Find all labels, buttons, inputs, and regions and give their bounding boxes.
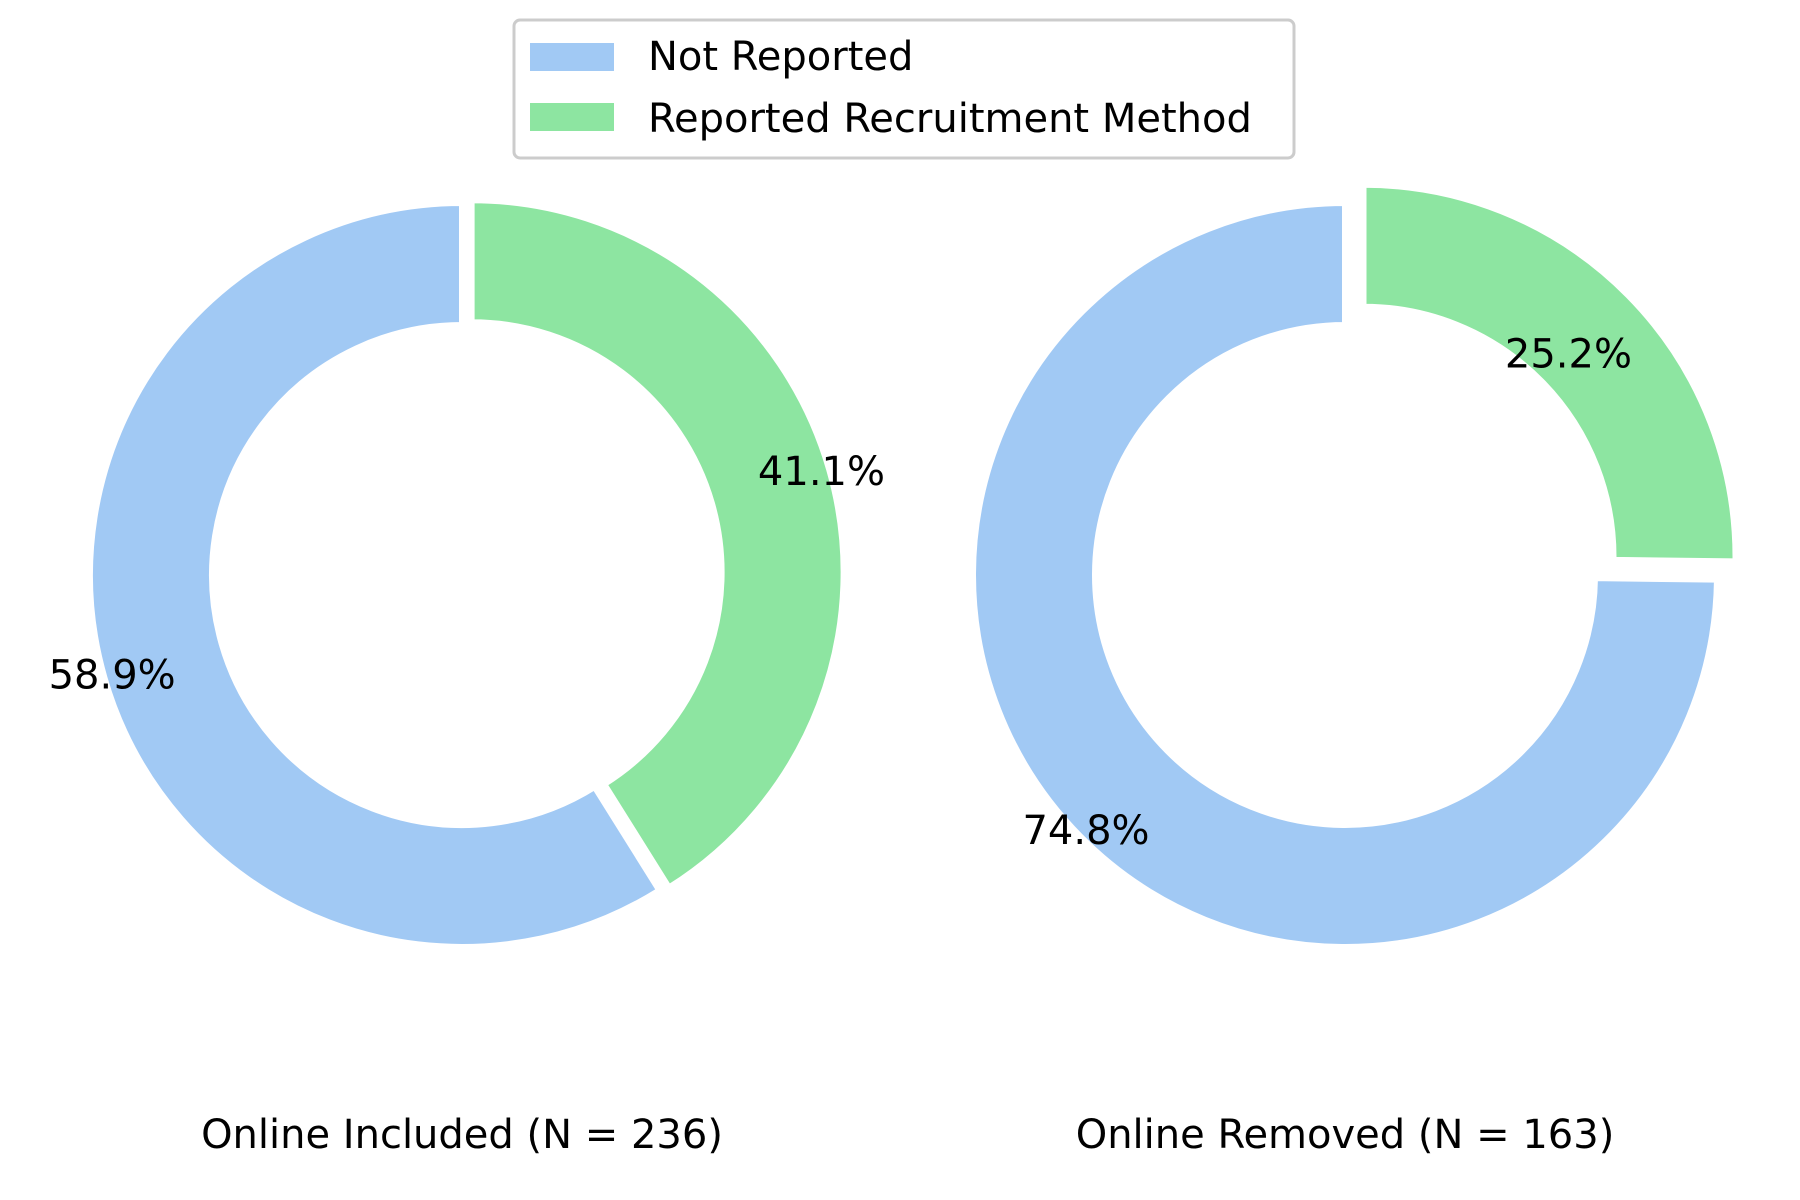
legend-frame — [512, 18, 1296, 160]
legend-swatch-not-reported — [530, 43, 614, 71]
slice-label-not-reported: 74.8% — [1022, 808, 1149, 854]
legend-label-reported-recruitment-method: Reported Recruitment Method — [648, 96, 1252, 142]
slice-not-reported — [970, 199, 1721, 950]
slice-reported-recruitment-method — [468, 197, 847, 892]
slice-label-not-reported: 58.9% — [49, 652, 176, 698]
chart-title-online-included: Online Included (N = 236) — [201, 1112, 723, 1158]
legend-label-not-reported: Not Reported — [648, 34, 913, 80]
slice-reported-recruitment-method — [1360, 181, 1739, 565]
slice-label-reported-recruitment-method: 25.2% — [1505, 331, 1632, 377]
donut-online-removed: 74.8% 25.2% — [970, 181, 1739, 950]
legend: Not Reported Reported Recruitment Method — [512, 18, 1296, 160]
slice-not-reported — [87, 199, 664, 950]
donut-online-included: 58.9% 41.1% — [49, 197, 885, 950]
slice-label-reported-recruitment-method: 41.1% — [758, 449, 885, 495]
chart-title-online-removed: Online Removed (N = 163) — [1076, 1112, 1615, 1158]
legend-swatch-reported-recruitment-method — [530, 103, 614, 131]
